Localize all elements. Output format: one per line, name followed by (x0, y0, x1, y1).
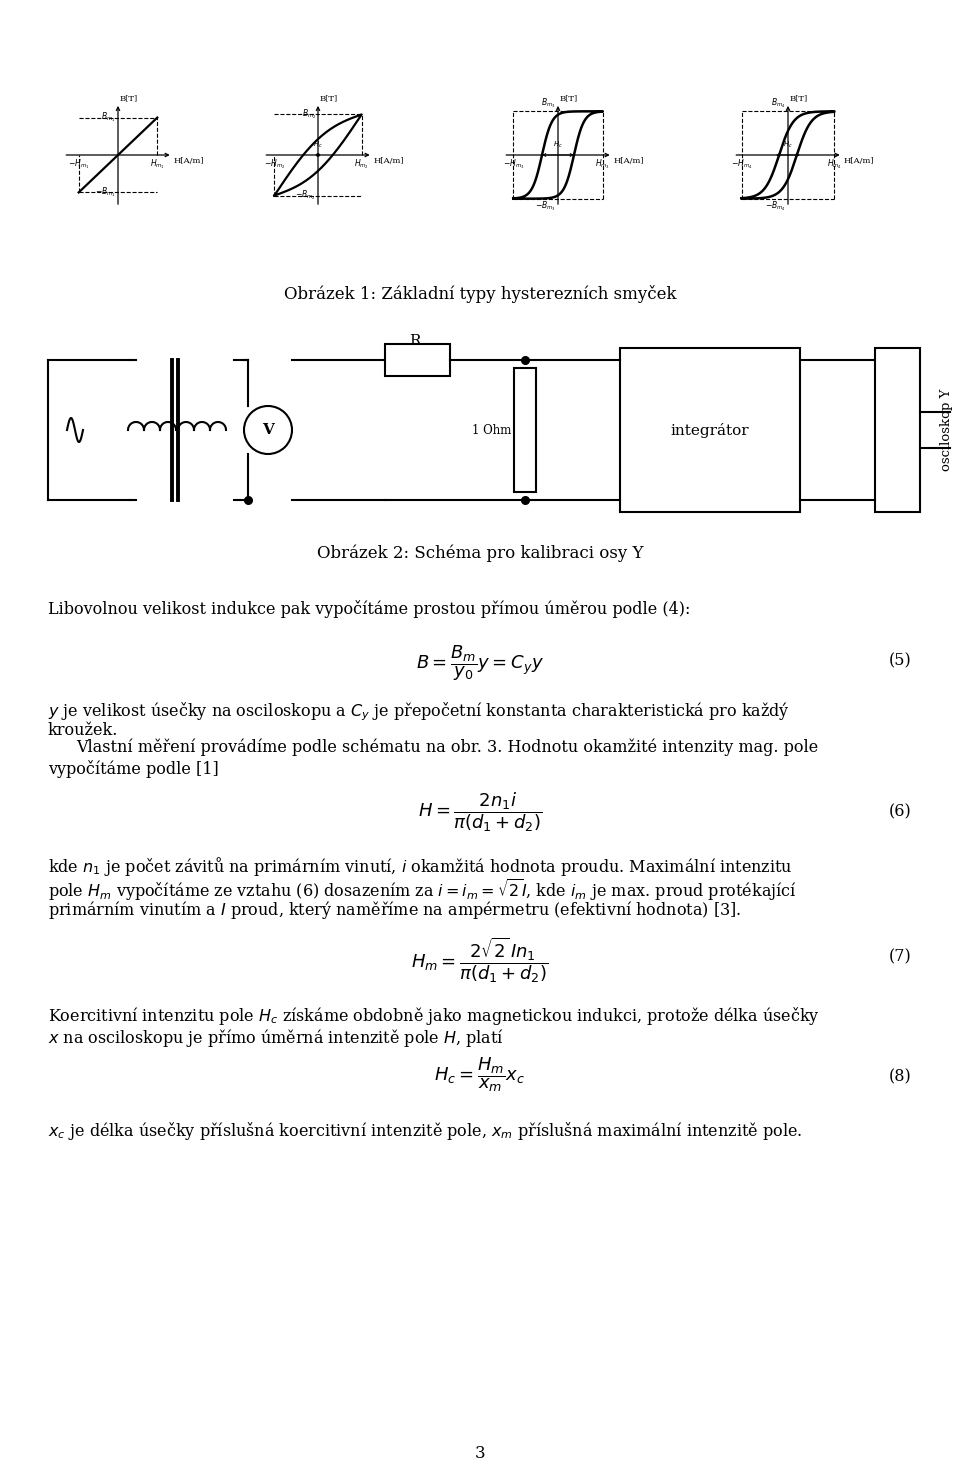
Text: (6): (6) (889, 803, 912, 821)
Text: $B = \dfrac{B_m}{y_0}y = C_y y$: $B = \dfrac{B_m}{y_0}y = C_y y$ (416, 643, 544, 683)
Text: (8): (8) (889, 1068, 912, 1086)
Text: H[A/m]: H[A/m] (844, 157, 875, 166)
Text: V: V (262, 423, 274, 436)
Text: H[A/m]: H[A/m] (373, 157, 404, 166)
Text: kde $n_1$ je počet závitů na primárním vinutí, $i$ okamžitá hodnota proudu. Maxi: kde $n_1$ je počet závitů na primárním v… (48, 855, 793, 879)
Text: $x$ na osciloskopu je přímo úměrná intenzitě pole $H$, platí: $x$ na osciloskopu je přímo úměrná inten… (48, 1026, 504, 1049)
Text: $B_{m_3}$: $B_{m_3}$ (541, 96, 556, 111)
Text: $y$ je velikost úsečky na osciloskopu a $C_y$ je přepočetní konstanta charakteri: $y$ je velikost úsečky na osciloskopu a … (48, 700, 790, 723)
Bar (385, 345, 450, 376)
Text: B[T]: B[T] (790, 95, 808, 102)
Text: $H_{m_3}$: $H_{m_3}$ (595, 157, 611, 170)
Text: $H_c$: $H_c$ (553, 141, 563, 149)
Text: osciloskop Y: osciloskop Y (940, 389, 953, 472)
Text: $-B_{m_3}$: $-B_{m_3}$ (535, 200, 556, 213)
Text: $B_{m_4}$: $B_{m_4}$ (772, 96, 786, 111)
Text: kroužek.: kroužek. (48, 722, 118, 740)
Text: H[A/m]: H[A/m] (613, 157, 644, 166)
Text: Vlastní měření provádíme podle schématu na obr. 3. Hodnotu okamžité intenzity ma: Vlastní měření provádíme podle schématu … (76, 738, 818, 756)
Text: $B_{m_1}$: $B_{m_1}$ (102, 111, 116, 124)
Text: $x_c$ je délka úsečky příslušná koercitivní intenzitě pole, $x_m$ příslušná maxi: $x_c$ je délka úsečky příslušná koerciti… (48, 1120, 803, 1142)
Text: Libovolnou velikost indukce pak vypočítáme prostou přímou úměrou podle (4):: Libovolnou velikost indukce pak vypočítá… (48, 600, 690, 618)
Bar (514, 368, 536, 493)
Text: 1 Ohm: 1 Ohm (471, 423, 511, 436)
Text: $H_c = \dfrac{H_m}{x_m} x_c$: $H_c = \dfrac{H_m}{x_m} x_c$ (435, 1055, 525, 1093)
Text: $-H_{m_1}$: $-H_{m_1}$ (68, 157, 89, 170)
Text: (7): (7) (889, 948, 912, 966)
Text: $B_{m_2}$: $B_{m_2}$ (301, 108, 316, 121)
Text: $-B_{m_1}$: $-B_{m_1}$ (95, 186, 116, 200)
Text: vypočítáme podle [1]: vypočítáme podle [1] (48, 760, 219, 778)
Text: $H_c$: $H_c$ (313, 141, 323, 149)
Text: B[T]: B[T] (560, 95, 578, 102)
Text: $H_{m_2}$: $H_{m_2}$ (354, 157, 370, 170)
Text: (5): (5) (889, 652, 912, 670)
Text: 3: 3 (474, 1445, 486, 1463)
Text: B[T]: B[T] (120, 95, 138, 102)
Text: $-B_{m_2}$: $-B_{m_2}$ (295, 189, 316, 203)
Text: $H = \dfrac{2n_1 i}{\pi(d_1 + d_2)}$: $H = \dfrac{2n_1 i}{\pi(d_1 + d_2)}$ (418, 790, 542, 834)
Text: primárním vinutím a $I$ proud, který naměříme na ampérmetru (efektivní hodnota) : primárním vinutím a $I$ proud, který nam… (48, 899, 741, 921)
Text: $H_c$: $H_c$ (783, 141, 793, 149)
Bar (620, 348, 800, 512)
Text: $-H_{m_3}$: $-H_{m_3}$ (502, 157, 524, 170)
Text: $H_{m_4}$: $H_{m_4}$ (827, 157, 842, 170)
Text: integrátor: integrátor (671, 423, 750, 438)
Text: R: R (409, 334, 420, 348)
Text: Obrázek 2: Schéma pro kalibraci osy Y: Obrázek 2: Schéma pro kalibraci osy Y (317, 544, 643, 562)
Text: $H_m = \dfrac{2\sqrt{2}\,I n_1}{\pi(d_1 + d_2)}$: $H_m = \dfrac{2\sqrt{2}\,I n_1}{\pi(d_1 … (412, 935, 548, 985)
Text: H[A/m]: H[A/m] (174, 157, 204, 166)
Text: Koercitivní intenzitu pole $H_c$ získáme obdobně jako magnetickou indukci, proto: Koercitivní intenzitu pole $H_c$ získáme… (48, 1006, 820, 1026)
Text: Obrázek 1: Základní typy hysterezních smyček: Obrázek 1: Základní typy hysterezních sm… (284, 285, 676, 303)
Bar (875, 348, 920, 512)
Text: $-H_{m_4}$: $-H_{m_4}$ (731, 157, 753, 170)
Text: $-H_{m_2}$: $-H_{m_2}$ (264, 157, 285, 170)
Text: $-B_{m_4}$: $-B_{m_4}$ (765, 200, 786, 213)
Text: B[T]: B[T] (320, 95, 338, 102)
Text: pole $H_m$ vypočítáme ze vztahu (6) dosazením za $i = i_m = \sqrt{2}I$, kde $i_m: pole $H_m$ vypočítáme ze vztahu (6) dosa… (48, 877, 797, 904)
Text: $H_{m_1}$: $H_{m_1}$ (150, 157, 165, 170)
